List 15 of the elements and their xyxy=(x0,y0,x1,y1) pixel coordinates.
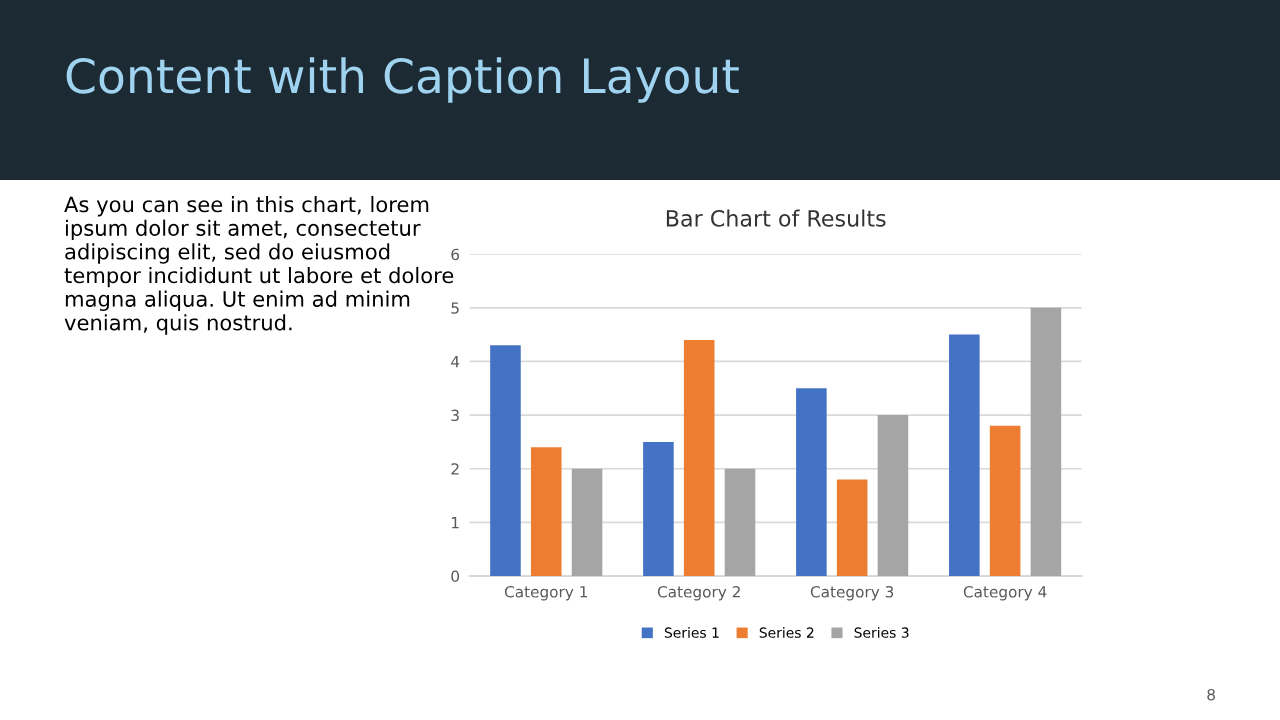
bar xyxy=(1030,307,1062,576)
text: Content with Caption Layout xyxy=(66,57,739,103)
bar xyxy=(490,345,521,576)
bar xyxy=(530,447,562,576)
bar xyxy=(683,339,715,576)
bar xyxy=(796,388,827,576)
bar xyxy=(643,441,674,576)
bar xyxy=(571,468,603,576)
bar xyxy=(877,415,909,576)
bar xyxy=(949,334,980,576)
chart-title: Bar Chart of Results xyxy=(666,209,886,227)
bar xyxy=(989,425,1021,576)
bar xyxy=(836,479,868,576)
bar xyxy=(724,468,756,576)
text: As you can see in this chart, lorem ipsum dolor sit amet, consectetur adipiscing elit, sed do eiusmod tempor incididunt ut labore et dolore magna aliqua. Ut enim ad minim veniam, quis nostrud. xyxy=(64,196,454,335)
